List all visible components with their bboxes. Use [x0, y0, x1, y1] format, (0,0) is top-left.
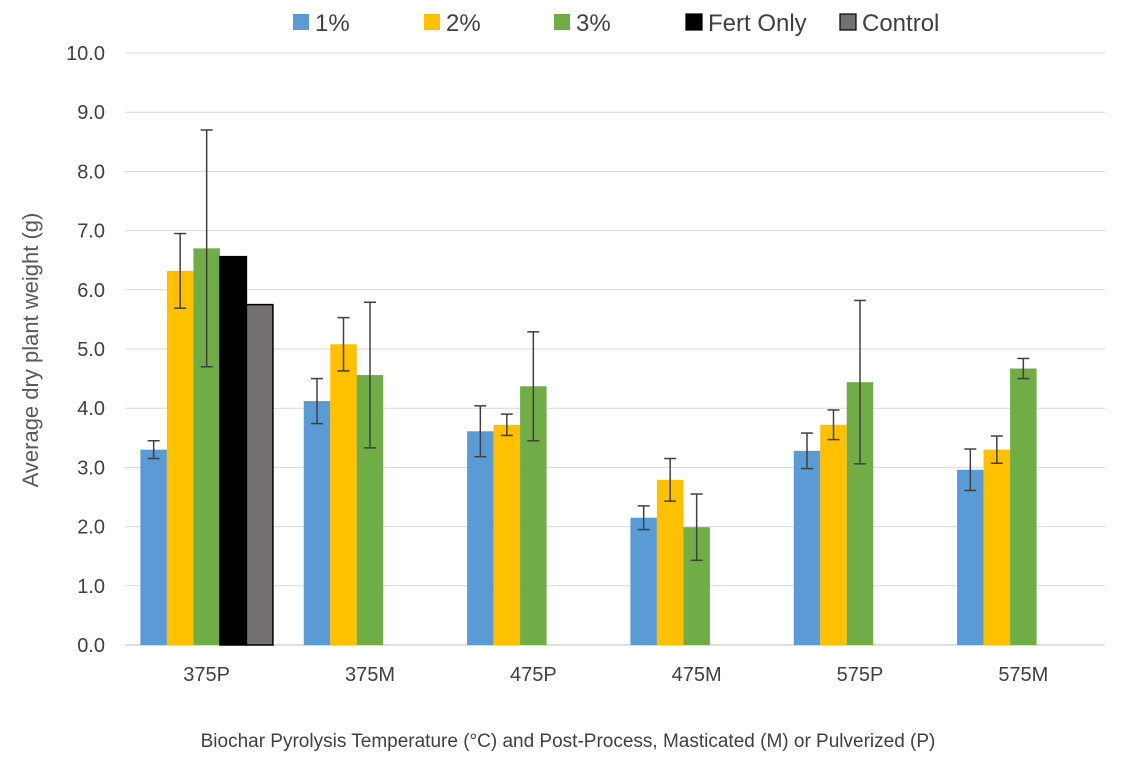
error-bar [990, 435, 1003, 465]
x-tick-labels: 375P 375M 475P 475M 575P 575M [183, 664, 1048, 686]
error-bar [174, 232, 187, 309]
legend-item: Fert Only [685, 10, 807, 37]
bar-2--575M [983, 449, 1011, 645]
y-tick-label: 4.0 [77, 398, 105, 420]
bar-fert-only-375P [219, 255, 248, 646]
x-tick-label: 475P [510, 664, 557, 686]
legend-item: 3% [554, 10, 611, 37]
error-bar [801, 432, 813, 470]
error-bar [637, 505, 650, 531]
y-tick-label: 3.0 [77, 457, 105, 479]
x-tick-label: 575P [837, 664, 884, 686]
legend-swatch [293, 14, 309, 30]
error-bar [1017, 357, 1030, 380]
x-tick-label: 375P [183, 664, 230, 686]
error-bar [147, 440, 160, 460]
error-bar [364, 301, 376, 449]
error-bar [200, 129, 213, 368]
bar-2--475M [656, 479, 684, 645]
y-tick-label: 1.0 [77, 576, 105, 598]
bar-1--475M [630, 517, 657, 645]
error-bar [964, 448, 977, 492]
y-tick-label: 10.0 [66, 43, 105, 65]
bar-2--375P [166, 270, 194, 645]
error-bar [827, 409, 840, 441]
bar-1--575P [793, 450, 821, 645]
error-bar [474, 405, 487, 458]
legend-swatch [554, 14, 570, 30]
y-tick-label: 0.0 [77, 635, 105, 657]
bar-3--575M [1010, 368, 1037, 645]
y-tick-label: 8.0 [77, 161, 105, 183]
error-bar [500, 413, 513, 437]
error-bar [527, 331, 540, 442]
legend-label: Fert Only [708, 10, 807, 37]
error-bars [147, 129, 1030, 562]
error-bar [337, 316, 350, 372]
legend-item: 2% [424, 10, 481, 37]
x-tick-label: 375M [345, 664, 395, 686]
y-tick-labels: 0.0 1.0 2.0 3.0 4.0 5.0 6.0 7.0 8.0 9.0 10.0 [66, 43, 105, 657]
legend-swatch [424, 14, 440, 30]
bar-2--575P [820, 424, 847, 645]
y-tick-label: 5.0 [77, 339, 105, 361]
x-axis-title: Biochar Pyrolysis Temperature (°C) and P… [201, 731, 936, 752]
bar-1--475P [467, 431, 494, 645]
legend-item: Control [839, 10, 939, 37]
legend-label: 1% [315, 10, 350, 37]
legend-swatch [839, 13, 857, 31]
error-bar [854, 299, 866, 465]
bars [140, 248, 1037, 646]
y-tick-label: 9.0 [77, 102, 105, 124]
y-tick-label: 6.0 [77, 280, 105, 302]
legend: 1% 2% 3% Fert Only Control [293, 10, 939, 37]
gridlines [125, 52, 1105, 646]
x-tick-label: 475M [672, 664, 722, 686]
x-tick-label: 575M [998, 664, 1048, 686]
legend-label: 3% [576, 10, 611, 37]
y-tick-label: 7.0 [77, 221, 105, 243]
legend-item: 1% [293, 10, 350, 37]
y-axis-title: Average dry plant weight (g) [18, 213, 43, 488]
bar-1--375P [140, 449, 167, 645]
legend-label: 2% [446, 10, 481, 37]
legend-swatch [685, 13, 703, 31]
bar-1--575M [957, 469, 984, 645]
legend-label: Control [862, 10, 939, 37]
bar-control-375P [245, 303, 274, 646]
bar-1--375M [303, 401, 331, 645]
bar-2--375M [330, 344, 357, 645]
y-tick-label: 2.0 [77, 517, 105, 539]
error-bar [690, 493, 703, 562]
bar-2--475P [493, 424, 521, 645]
error-bar [664, 457, 677, 502]
error-bar [311, 377, 323, 425]
